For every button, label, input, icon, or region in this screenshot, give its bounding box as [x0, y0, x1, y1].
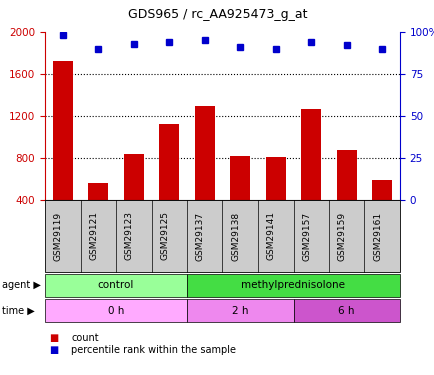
Bar: [194, 105, 214, 200]
Bar: [124, 154, 143, 200]
Text: time ▶: time ▶: [2, 306, 35, 315]
Text: GSM29125: GSM29125: [160, 211, 169, 261]
Bar: [336, 150, 356, 200]
Text: GSM29137: GSM29137: [195, 211, 204, 261]
Text: agent ▶: agent ▶: [2, 280, 41, 291]
Text: GSM29123: GSM29123: [125, 211, 133, 261]
Text: ■: ■: [49, 345, 59, 355]
Text: 0 h: 0 h: [108, 306, 124, 315]
Bar: [88, 183, 108, 200]
Text: methylprednisolone: methylprednisolone: [241, 280, 345, 291]
Bar: [372, 180, 391, 200]
Text: GSM29138: GSM29138: [231, 211, 240, 261]
Text: GSM29157: GSM29157: [302, 211, 311, 261]
Text: GSM29119: GSM29119: [54, 211, 62, 261]
Bar: [53, 62, 72, 200]
Text: GDS965 / rc_AA925473_g_at: GDS965 / rc_AA925473_g_at: [128, 8, 306, 21]
Text: GSM29141: GSM29141: [266, 211, 275, 261]
Bar: [159, 124, 179, 200]
Text: 2 h: 2 h: [231, 306, 248, 315]
Text: count: count: [71, 333, 99, 343]
Text: GSM29159: GSM29159: [337, 211, 346, 261]
Text: control: control: [98, 280, 134, 291]
Bar: [265, 157, 285, 200]
Text: GSM29161: GSM29161: [372, 211, 381, 261]
Text: percentile rank within the sample: percentile rank within the sample: [71, 345, 236, 355]
Text: 6 h: 6 h: [338, 306, 354, 315]
Text: GSM29121: GSM29121: [89, 211, 98, 261]
Text: ■: ■: [49, 333, 59, 343]
Bar: [301, 109, 320, 200]
Bar: [230, 156, 250, 200]
